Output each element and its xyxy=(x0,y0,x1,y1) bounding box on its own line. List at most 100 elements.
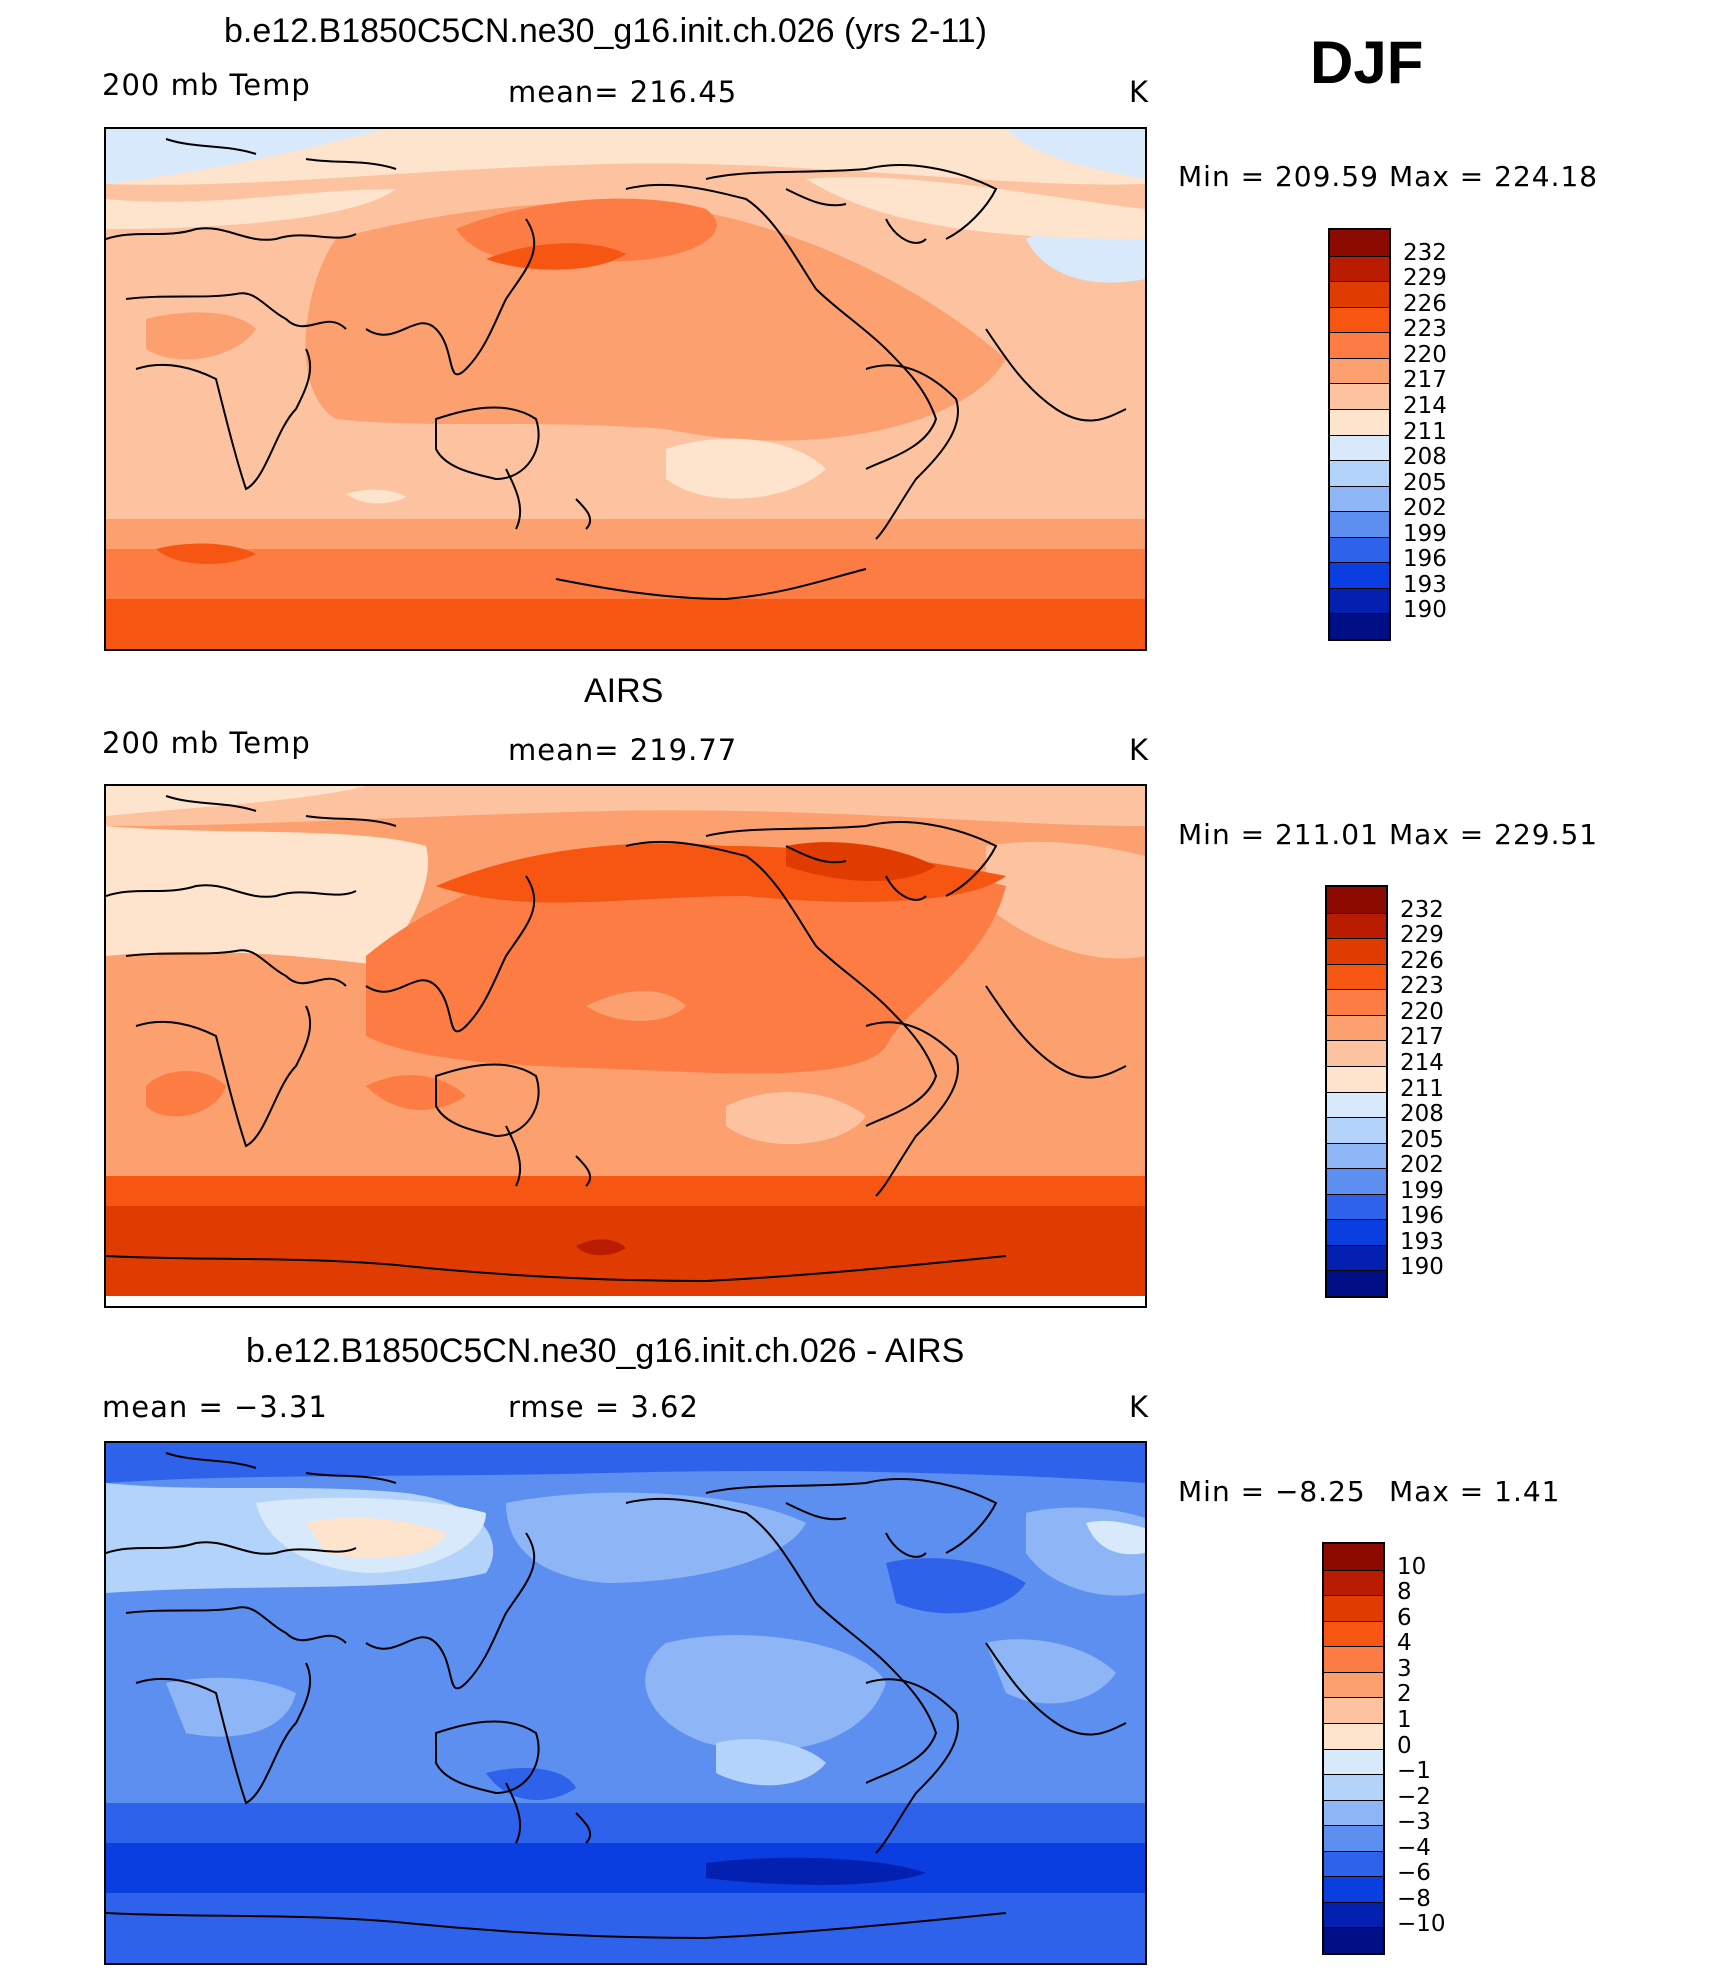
colorbar-swatch xyxy=(1324,1697,1383,1723)
colorbar-tick-label: 199 xyxy=(1400,1177,1444,1204)
panel1-title: b.e12.B1850C5CN.ne30_g16.init.ch.026 (yr… xyxy=(224,12,987,50)
panel3-units-label: K xyxy=(1129,1390,1150,1424)
panel2-colorbar xyxy=(1325,885,1388,1298)
colorbar-tick-label: 229 xyxy=(1403,265,1447,292)
colorbar-tick-label: −1 xyxy=(1397,1758,1431,1785)
colorbar-swatch xyxy=(1324,1850,1383,1877)
panel2-max-label: Max = 229.51 xyxy=(1389,818,1599,851)
colorbar-swatch xyxy=(1327,1040,1386,1066)
colorbar-tick-label: −6 xyxy=(1397,1860,1431,1887)
colorbar-tick-label: 211 xyxy=(1403,418,1447,445)
colorbar-tick-label: 190 xyxy=(1403,597,1447,624)
panel1-map-svg xyxy=(106,129,1145,649)
colorbar-swatch xyxy=(1330,357,1389,384)
colorbar-tick-label: 223 xyxy=(1400,973,1444,1000)
colorbar-tick-label: 8 xyxy=(1397,1579,1412,1606)
colorbar-tick-label: 205 xyxy=(1400,1126,1444,1153)
colorbar-swatch xyxy=(1327,1168,1386,1194)
colorbar-swatch xyxy=(1330,536,1389,563)
colorbar-tick-label: 208 xyxy=(1403,444,1447,471)
colorbar-swatch xyxy=(1330,613,1389,639)
colorbar-tick-label: 190 xyxy=(1400,1254,1444,1281)
colorbar-swatch xyxy=(1327,1142,1386,1169)
colorbar-swatch xyxy=(1330,434,1389,461)
colorbar-tick-label: 193 xyxy=(1400,1228,1444,1255)
colorbar-tick-label: 4 xyxy=(1397,1630,1412,1657)
colorbar-swatch xyxy=(1330,332,1389,358)
colorbar-tick-label: 202 xyxy=(1400,1152,1444,1179)
panel3-map-svg xyxy=(106,1443,1145,1963)
colorbar-tick-label: 226 xyxy=(1400,947,1444,974)
colorbar-swatch xyxy=(1330,485,1389,512)
colorbar-swatch xyxy=(1324,1927,1383,1953)
colorbar-swatch xyxy=(1330,562,1389,588)
colorbar-swatch xyxy=(1330,306,1389,333)
panel1-min-label: Min = 209.59 xyxy=(1178,160,1379,193)
panel2-title: AIRS xyxy=(584,672,664,710)
colorbar-swatch xyxy=(1327,963,1386,990)
colorbar-swatch xyxy=(1324,1774,1383,1800)
colorbar-tick-label: 202 xyxy=(1403,495,1447,522)
panel1-mean-label: mean= 216.45 xyxy=(508,75,738,109)
colorbar-swatch xyxy=(1324,1901,1383,1928)
panel3-rmse-label: rmse = 3.62 xyxy=(508,1390,699,1424)
colorbar-swatch xyxy=(1330,511,1389,537)
colorbar-tick-label: 3 xyxy=(1397,1655,1412,1682)
panel3-title: b.e12.B1850C5CN.ne30_g16.init.ch.026 - A… xyxy=(246,1332,965,1370)
colorbar-tick-label: 217 xyxy=(1400,1024,1444,1051)
colorbar-swatch xyxy=(1327,887,1386,913)
colorbar-tick-label: 220 xyxy=(1400,998,1444,1025)
colorbar-swatch xyxy=(1327,1193,1386,1220)
colorbar-tick-label: 196 xyxy=(1400,1203,1444,1230)
colorbar-swatch xyxy=(1324,1544,1383,1570)
colorbar-swatch xyxy=(1330,230,1389,256)
colorbar-tick-label: −10 xyxy=(1397,1911,1446,1938)
panel1-units-label: K xyxy=(1129,75,1150,109)
colorbar-swatch xyxy=(1330,255,1389,282)
colorbar-swatch xyxy=(1330,587,1389,614)
season-label: DJF xyxy=(1310,29,1424,96)
colorbar-swatch xyxy=(1327,1244,1386,1271)
panel1-max-label: Max = 224.18 xyxy=(1389,160,1599,193)
colorbar-swatch xyxy=(1327,1219,1386,1245)
colorbar-swatch xyxy=(1324,1595,1383,1621)
colorbar-swatch xyxy=(1324,1799,1383,1826)
colorbar-tick-label: 220 xyxy=(1403,341,1447,368)
colorbar-swatch xyxy=(1327,1270,1386,1296)
panel1-map xyxy=(104,127,1147,651)
colorbar-tick-label: 232 xyxy=(1403,239,1447,266)
colorbar-tick-label: 6 xyxy=(1397,1604,1412,1631)
colorbar-swatch xyxy=(1330,408,1389,435)
colorbar-tick-label: 211 xyxy=(1400,1075,1444,1102)
colorbar-swatch xyxy=(1330,383,1389,409)
colorbar-swatch xyxy=(1324,1876,1383,1902)
colorbar-tick-label: 2 xyxy=(1397,1681,1412,1708)
panel2-mean-label: mean= 219.77 xyxy=(508,733,738,767)
colorbar-tick-label: −4 xyxy=(1397,1834,1431,1861)
colorbar-swatch xyxy=(1327,938,1386,964)
panel3-min-label: Min = −8.25 xyxy=(1178,1475,1366,1508)
colorbar-tick-label: 199 xyxy=(1403,520,1447,547)
colorbar-swatch xyxy=(1324,1646,1383,1672)
colorbar-swatch xyxy=(1324,1722,1383,1749)
colorbar-swatch xyxy=(1324,1620,1383,1647)
colorbar-swatch xyxy=(1327,1065,1386,1092)
panel2-variable-label: 200 mb Temp xyxy=(102,726,311,760)
panel2-map-svg xyxy=(106,786,1145,1306)
colorbar-tick-label: 214 xyxy=(1400,1049,1444,1076)
colorbar-tick-label: −8 xyxy=(1397,1885,1431,1912)
panel2-map xyxy=(104,784,1147,1308)
colorbar-tick-label: 223 xyxy=(1403,316,1447,343)
colorbar-tick-label: −3 xyxy=(1397,1809,1431,1836)
colorbar-swatch xyxy=(1327,912,1386,939)
panel2-units-label: K xyxy=(1129,733,1150,767)
colorbar-tick-label: 205 xyxy=(1403,469,1447,496)
colorbar-tick-label: 1 xyxy=(1397,1706,1412,1733)
colorbar-tick-label: −2 xyxy=(1397,1783,1431,1810)
panel3-map xyxy=(104,1441,1147,1965)
colorbar-tick-label: 208 xyxy=(1400,1101,1444,1128)
panel2-min-label: Min = 211.01 xyxy=(1178,818,1379,851)
colorbar-swatch xyxy=(1327,989,1386,1015)
colorbar-tick-label: 196 xyxy=(1403,546,1447,573)
colorbar-swatch xyxy=(1327,1117,1386,1143)
